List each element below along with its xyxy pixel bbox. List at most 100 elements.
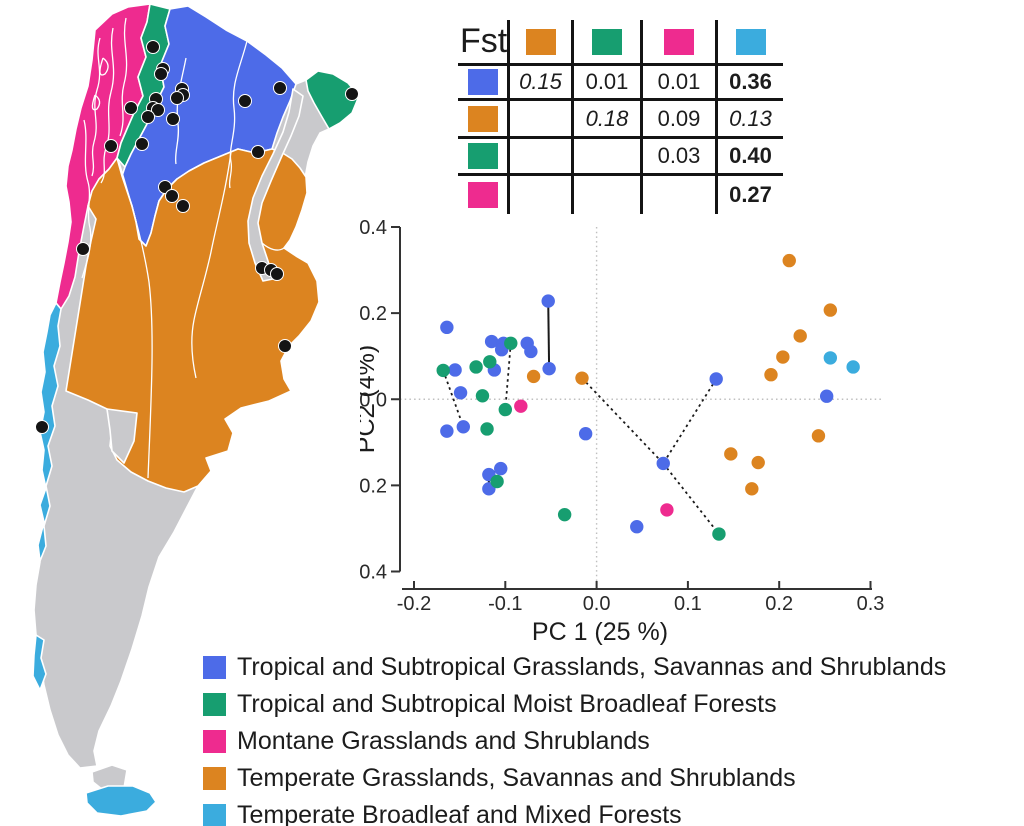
scatter-point-green: [436, 363, 450, 378]
fst-row-header: [458, 139, 510, 176]
scatter-point-blue: [484, 334, 499, 349]
scatter-point-blue: [819, 389, 834, 403]
legend-label: Montane Grasslands and Shrublands: [237, 727, 650, 755]
scatter-point-blue: [656, 456, 670, 471]
sampling-site-dot: [170, 91, 184, 105]
sampling-site-dot: [251, 145, 265, 159]
scatter-point-orange: [811, 429, 826, 443]
x-tick-label: 0.0: [583, 593, 611, 615]
scatter-point-blue: [440, 424, 454, 438]
fst-row-header: [458, 176, 510, 214]
legend-swatch-green: [203, 693, 226, 716]
fst-value-cell: [574, 176, 643, 214]
legend-item: Tropical and Subtropical Moist Broadleaf…: [203, 686, 946, 723]
ecoregion-legend: Tropical and Subtropical Grasslands, Sav…: [203, 649, 946, 826]
map-region-misiones-forest: [305, 70, 360, 130]
legend-label: Temperate Broadleaf and Mixed Forests: [237, 801, 682, 826]
fst-value-cell: [510, 101, 574, 139]
scatter-point-blue: [456, 420, 471, 434]
sampling-site-dot: [146, 40, 160, 54]
scatter-point-orange: [764, 368, 778, 382]
fst-value-cell: 0.27: [729, 182, 772, 207]
y-tick-label: 0.2: [360, 303, 387, 325]
sampling-site-dot: [135, 137, 149, 151]
fst-value-cell: 0.01: [574, 66, 643, 101]
scatter-point-orange: [526, 369, 541, 384]
scatter-point-green: [483, 355, 497, 369]
x-tick-label: -0.1: [488, 593, 522, 615]
fst-col-header: [574, 20, 643, 66]
legend-item: Montane Grasslands and Shrublands: [203, 723, 946, 760]
fst-value-cell: [510, 176, 574, 214]
fst-table-title: Fst: [458, 20, 510, 66]
sampling-site-dot: [104, 139, 118, 153]
fst-value-cell: [510, 139, 574, 176]
scatter-point-blue: [709, 372, 723, 386]
scatter-point-orange: [776, 350, 790, 364]
sampling-site-dot: [35, 420, 49, 434]
connector-solid: [547, 301, 551, 369]
sampling-site-dot: [151, 103, 165, 117]
sampling-site-dot: [176, 199, 190, 213]
legend-item: Temperate Grasslands, Savannas and Shrub…: [203, 760, 946, 797]
legend-item: Temperate Broadleaf and Mixed Forests: [203, 797, 946, 826]
x-tick-label: -0.2: [397, 593, 431, 615]
fst-row-header: [458, 66, 510, 101]
y-tick-label: 0.0: [360, 389, 387, 411]
fst-value-cell: 0.36: [718, 66, 783, 101]
sampling-site-dot: [345, 87, 359, 101]
sampling-site-dot: [141, 110, 155, 124]
fst-col-header: [643, 20, 718, 66]
scatter-point-cyan: [846, 360, 860, 374]
legend-label: Tropical and Subtropical Grasslands, Sav…: [237, 653, 947, 681]
scatter-point-green: [712, 527, 726, 541]
y-axis-title: PC2 (4%): [360, 345, 380, 453]
scatter-point-green: [480, 422, 494, 436]
fst-value-cell: [574, 139, 643, 176]
fst-col-swatch-orange: [525, 28, 556, 55]
scatter-point-orange: [745, 482, 759, 496]
map-region-gray-notch: [106, 408, 138, 464]
pca-scatter-plot: 0.4 0.2 0.0 -0.2 -0.4 -0.2 -0.1 0.0 0.1 0.2 0.3 PC …: [360, 217, 884, 646]
x-axis-title: PC 1 (25 %): [532, 618, 668, 646]
fst-row-swatch-green: [467, 143, 498, 169]
scatter-point-blue: [542, 361, 556, 376]
fst-col-header: [718, 20, 783, 66]
fst-value-cell: 0.09: [643, 101, 718, 139]
legend-item: Tropical and Subtropical Grasslands, Sav…: [203, 649, 946, 686]
connector-dashed: [442, 370, 465, 428]
fst-row-swatch-orange: [467, 105, 498, 132]
legend-swatch-orange: [203, 767, 226, 790]
scatter-point-orange: [724, 447, 738, 461]
scatter-point-green: [504, 336, 518, 350]
sampling-site-dot: [270, 267, 284, 281]
scatter-point-orange: [782, 253, 796, 268]
scatter-point-cyan: [823, 351, 838, 365]
scatter-point-orange: [793, 329, 807, 343]
connector-dashed: [581, 377, 664, 465]
legend-swatch-cyan: [203, 804, 226, 826]
legend-label: Tropical and Subtropical Moist Broadleaf…: [237, 690, 777, 718]
fst-value-cell: 0.18: [574, 101, 643, 139]
scatter-point-green: [498, 402, 512, 417]
scatter-point-green: [475, 389, 490, 403]
scatter-point-blue: [453, 386, 468, 400]
sampling-site-dot: [238, 94, 252, 108]
fst-col-swatch-magenta: [664, 28, 694, 55]
sampling-site-dot: [124, 101, 138, 115]
y-tick-label: -0.4: [360, 562, 387, 584]
connector-dashed: [662, 378, 717, 464]
scatter-point-blue: [494, 461, 508, 476]
map-region-tierra-del-fuego-forest: [85, 785, 157, 817]
sampling-site-dot: [154, 67, 168, 81]
scatter-point-green: [490, 474, 504, 489]
sampling-site-dot: [278, 339, 292, 353]
fst-value-cell: 0.03: [643, 139, 718, 176]
y-tick-label: -0.2: [360, 475, 387, 497]
scatter-point-magenta: [514, 399, 528, 413]
connector-dashed: [504, 343, 512, 410]
fst-value-cell: 0.01: [643, 66, 718, 101]
scatter-point-blue: [541, 294, 555, 308]
argentina-ecoregion-map: [32, 3, 360, 817]
